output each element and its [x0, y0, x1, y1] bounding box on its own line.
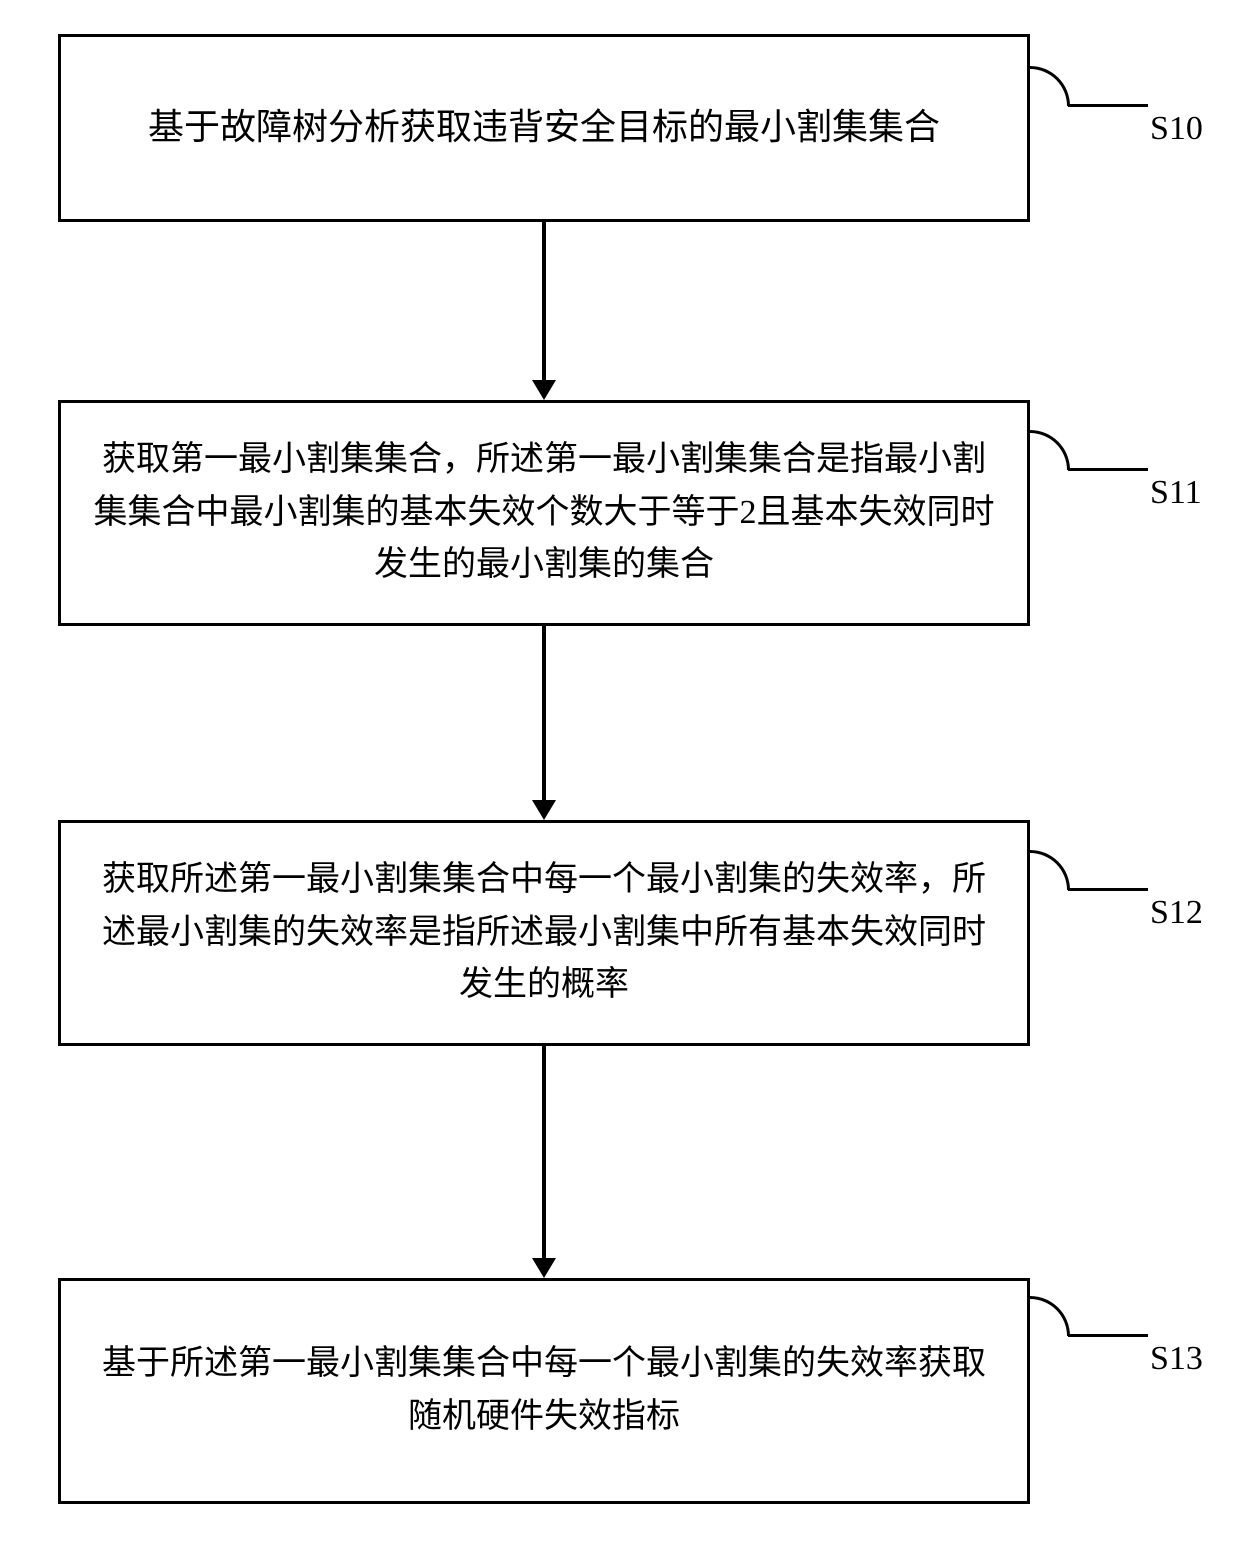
- label-curve: [1030, 66, 1070, 106]
- arrowhead-icon: [532, 380, 556, 400]
- step-label-s11: S11: [1150, 474, 1202, 512]
- flow-step-s13: 基于所述第一最小割集集合中每一个最小割集的失效率获取随机硬件失效指标: [58, 1278, 1030, 1504]
- label-curve: [1030, 1296, 1070, 1336]
- flow-step-text: 基于所述第一最小割集集合中每一个最小割集的失效率获取随机硬件失效指标: [91, 1338, 997, 1443]
- label-lead: [1068, 104, 1148, 107]
- flow-connector: [542, 222, 546, 380]
- arrowhead-icon: [532, 800, 556, 820]
- label-curve: [1030, 850, 1070, 890]
- step-label-s12: S12: [1150, 894, 1203, 932]
- flow-step-text: 获取第一最小割集集合，所述第一最小割集集合是指最小割集集合中最小割集的基本失效个…: [91, 434, 997, 592]
- label-lead: [1068, 468, 1148, 471]
- flow-step-s10: 基于故障树分析获取违背安全目标的最小割集集合: [58, 34, 1030, 222]
- flow-connector: [542, 626, 546, 800]
- flow-step-text: 基于故障树分析获取违背安全目标的最小割集集合: [148, 100, 940, 156]
- flow-connector: [542, 1046, 546, 1258]
- label-curve: [1030, 430, 1070, 470]
- arrowhead-icon: [532, 1258, 556, 1278]
- flow-step-text: 获取所述第一最小割集集合中每一个最小割集的失效率，所述最小割集的失效率是指所述最…: [91, 854, 997, 1012]
- label-lead: [1068, 888, 1148, 891]
- flowchart-canvas: 基于故障树分析获取违背安全目标的最小割集集合 S10 获取第一最小割集集合，所述…: [0, 0, 1240, 1568]
- flow-step-s12: 获取所述第一最小割集集合中每一个最小割集的失效率，所述最小割集的失效率是指所述最…: [58, 820, 1030, 1046]
- label-lead: [1068, 1334, 1148, 1337]
- flow-step-s11: 获取第一最小割集集合，所述第一最小割集集合是指最小割集集合中最小割集的基本失效个…: [58, 400, 1030, 626]
- step-label-s13: S13: [1150, 1340, 1203, 1378]
- step-label-s10: S10: [1150, 110, 1203, 148]
